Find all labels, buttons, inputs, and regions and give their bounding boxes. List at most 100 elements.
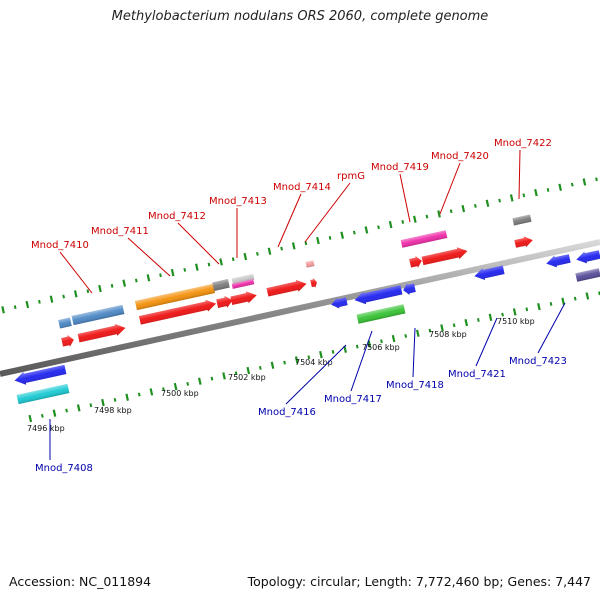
forward-gene-label[interactable]: Mnod_7411 — [91, 226, 149, 237]
forward-gene-label[interactable]: Mnod_7422 — [494, 138, 552, 149]
forward-gene-label[interactable]: Mnod_7412 — [148, 211, 206, 222]
kbp-tick-label: 7498 kbp — [94, 406, 132, 415]
forward-label-leader — [439, 162, 461, 215]
kbp-tick-label: 7510 kbp — [497, 317, 535, 326]
reverse-label-leader — [412, 327, 416, 378]
gene-mnod-7414-arrow[interactable] — [266, 278, 308, 298]
forward-gene-label[interactable]: Mnod_7414 — [273, 182, 331, 193]
lower-tick — [65, 408, 68, 413]
lower-tick — [222, 372, 226, 380]
gene-mnod-7422-box[interactable] — [512, 214, 532, 226]
upper-tick — [267, 247, 272, 255]
upper-tick — [522, 193, 526, 198]
gene-box-magenta[interactable] — [231, 279, 255, 289]
reverse-gene-label[interactable]: Mnod_7408 — [35, 463, 93, 474]
upper-tick — [437, 210, 441, 218]
upper-tick — [110, 283, 114, 288]
gene-mnod-7412-arrow[interactable] — [138, 298, 218, 326]
upper-tick — [280, 246, 283, 251]
upper-tick — [25, 300, 30, 309]
lower-tick — [89, 403, 93, 408]
forward-label-leader — [127, 237, 171, 277]
upper-tick — [474, 204, 477, 208]
reverse-label-leader — [285, 344, 347, 405]
lower-tick — [41, 413, 44, 418]
gene-mnod-7411-arrow[interactable] — [77, 322, 126, 344]
gene-rpmg-arrow[interactable] — [310, 277, 318, 288]
forward-label-leader — [518, 149, 521, 200]
reverse-gene-label[interactable]: Mnod_7423 — [509, 356, 567, 367]
gene-mnod-7418-arrow[interactable] — [402, 282, 416, 296]
lower-tick — [113, 397, 117, 402]
gene-arrow-edge[interactable] — [575, 249, 600, 266]
forward-gene-label[interactable]: Mnod_7420 — [431, 151, 489, 162]
lower-tick — [561, 297, 565, 305]
forward-label-leader — [399, 173, 411, 223]
lower-tick — [210, 376, 214, 381]
gene-mnod-7417-arrow[interactable] — [353, 283, 403, 306]
gene-rpmg-box[interactable] — [305, 260, 315, 268]
lower-tick — [415, 329, 420, 337]
gene-mnod-7411-box[interactable] — [71, 304, 125, 326]
gene-mnod-7423-arrow[interactable] — [545, 253, 571, 270]
gene-mnod-7417-box[interactable] — [356, 304, 406, 324]
gene-mnod-7419-box[interactable] — [400, 230, 448, 248]
reverse-gene-label[interactable]: Mnod_7417 — [324, 394, 382, 405]
gene-mnod-7412-box[interactable] — [134, 283, 216, 311]
gene-mnod-7416-arrow[interactable] — [330, 296, 348, 310]
upper-tick — [485, 199, 490, 207]
forward-label-leader — [177, 222, 220, 265]
lower-tick — [464, 318, 469, 327]
upper-tick — [558, 183, 562, 191]
gene-mnod-7422-arrow[interactable] — [514, 235, 534, 250]
upper-tick — [291, 242, 296, 250]
forward-gene-label[interactable]: Mnod_7410 — [31, 240, 89, 251]
gene-box-purple[interactable] — [575, 268, 600, 282]
upper-tick — [256, 251, 259, 256]
forward-gene-label[interactable]: rpmG — [337, 171, 365, 182]
upper-tick — [546, 188, 550, 192]
gene-mnod-7419-arrow[interactable] — [409, 255, 423, 269]
upper-tick — [328, 235, 332, 240]
gene-mnod-7413-arrow[interactable] — [230, 289, 258, 306]
gene-mnod-7420-arrow[interactable] — [421, 245, 469, 267]
page-title: Methylobacterium nodulans ORS 2060, comp… — [111, 9, 489, 24]
lower-tick — [259, 365, 262, 370]
gene-mnod-7410-box[interactable] — [58, 317, 72, 329]
upper-tick — [461, 204, 466, 213]
reverse-gene-label[interactable]: Mnod_7421 — [448, 369, 506, 380]
upper-tick — [304, 241, 308, 246]
gene-mnod-7410-arrow[interactable] — [61, 334, 75, 348]
lower-tick — [283, 360, 286, 365]
upper-tick — [364, 226, 369, 234]
reverse-gene-label[interactable]: Mnod_7416 — [258, 407, 316, 418]
lower-tick — [391, 334, 396, 343]
kbp-tick-label: 7504 kbp — [295, 358, 333, 367]
gene-mnod-7408-box[interactable] — [16, 383, 70, 405]
gene-box-small[interactable] — [231, 273, 255, 285]
reverse-gene-label[interactable]: Mnod_7418 — [386, 380, 444, 391]
lower-tick — [319, 350, 323, 359]
lower-tick — [367, 340, 372, 348]
lower-tick — [76, 404, 81, 412]
upper-tick — [159, 273, 162, 278]
gene-mnod-7408-arrow[interactable] — [13, 363, 67, 387]
lower-tick — [28, 414, 33, 423]
lower-tick — [125, 393, 129, 401]
accession-text: Accession: NC_011894 — [9, 574, 152, 589]
forward-gene-label[interactable]: Mnod_7413 — [209, 196, 267, 207]
upper-tick — [449, 209, 453, 214]
gene-arrow-small[interactable] — [216, 294, 234, 309]
upper-tick — [170, 268, 175, 277]
lower-tick — [537, 302, 541, 311]
upper-tick — [86, 289, 90, 294]
gene-mnod-7413-box[interactable] — [212, 279, 230, 291]
kbp-tick-label: 7500 kbp — [161, 389, 199, 398]
upper-tick — [352, 230, 356, 235]
gene-mnod-7421-arrow[interactable] — [473, 264, 505, 282]
lower-tick — [197, 377, 202, 385]
lower-tick — [573, 296, 577, 301]
forward-gene-label[interactable]: Mnod_7419 — [371, 162, 429, 173]
